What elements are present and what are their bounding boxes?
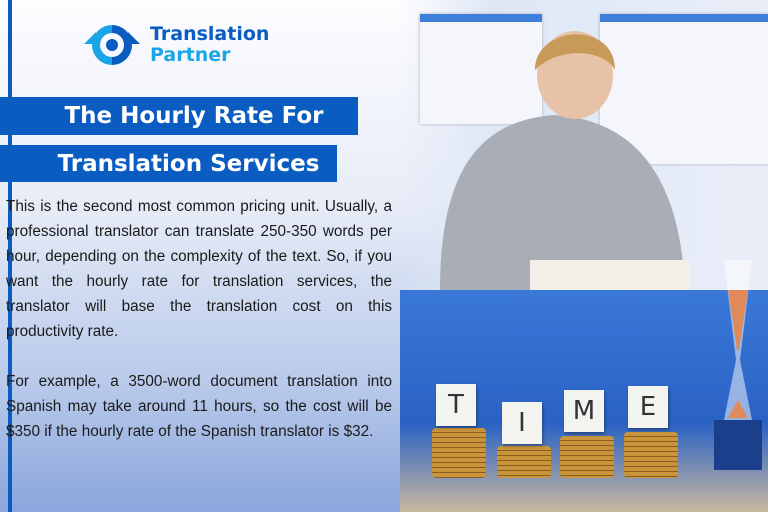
- letter-tile: I: [502, 402, 542, 444]
- title-banner-2: Translation Services: [0, 145, 337, 182]
- coin-stack: [432, 428, 486, 478]
- logo-line1: Translation: [150, 23, 270, 45]
- letter-tile: T: [436, 384, 476, 426]
- woman-writing-photo: [440, 31, 690, 290]
- letter-tile: E: [628, 386, 668, 428]
- hourglass-icon: [714, 260, 762, 470]
- body-text: This is the second most common pricing u…: [6, 194, 392, 444]
- coin-stack: [497, 446, 551, 478]
- coin-stack: [560, 436, 614, 478]
- logo: Translation Partner: [84, 22, 269, 68]
- paragraph-1: This is the second most common pricing u…: [6, 198, 392, 340]
- logo-line2: Partner: [150, 44, 231, 66]
- screen-graphic: [600, 14, 768, 164]
- screen-graphic: [420, 14, 542, 124]
- coin-stack: [624, 432, 678, 478]
- vertical-accent-line: [8, 0, 12, 512]
- paragraph-2: For example, a 3500-word document transl…: [6, 373, 392, 440]
- letter-tile: M: [564, 390, 604, 432]
- target-arrows-icon: [84, 25, 140, 65]
- title-banner-1: The Hourly Rate For: [0, 97, 358, 135]
